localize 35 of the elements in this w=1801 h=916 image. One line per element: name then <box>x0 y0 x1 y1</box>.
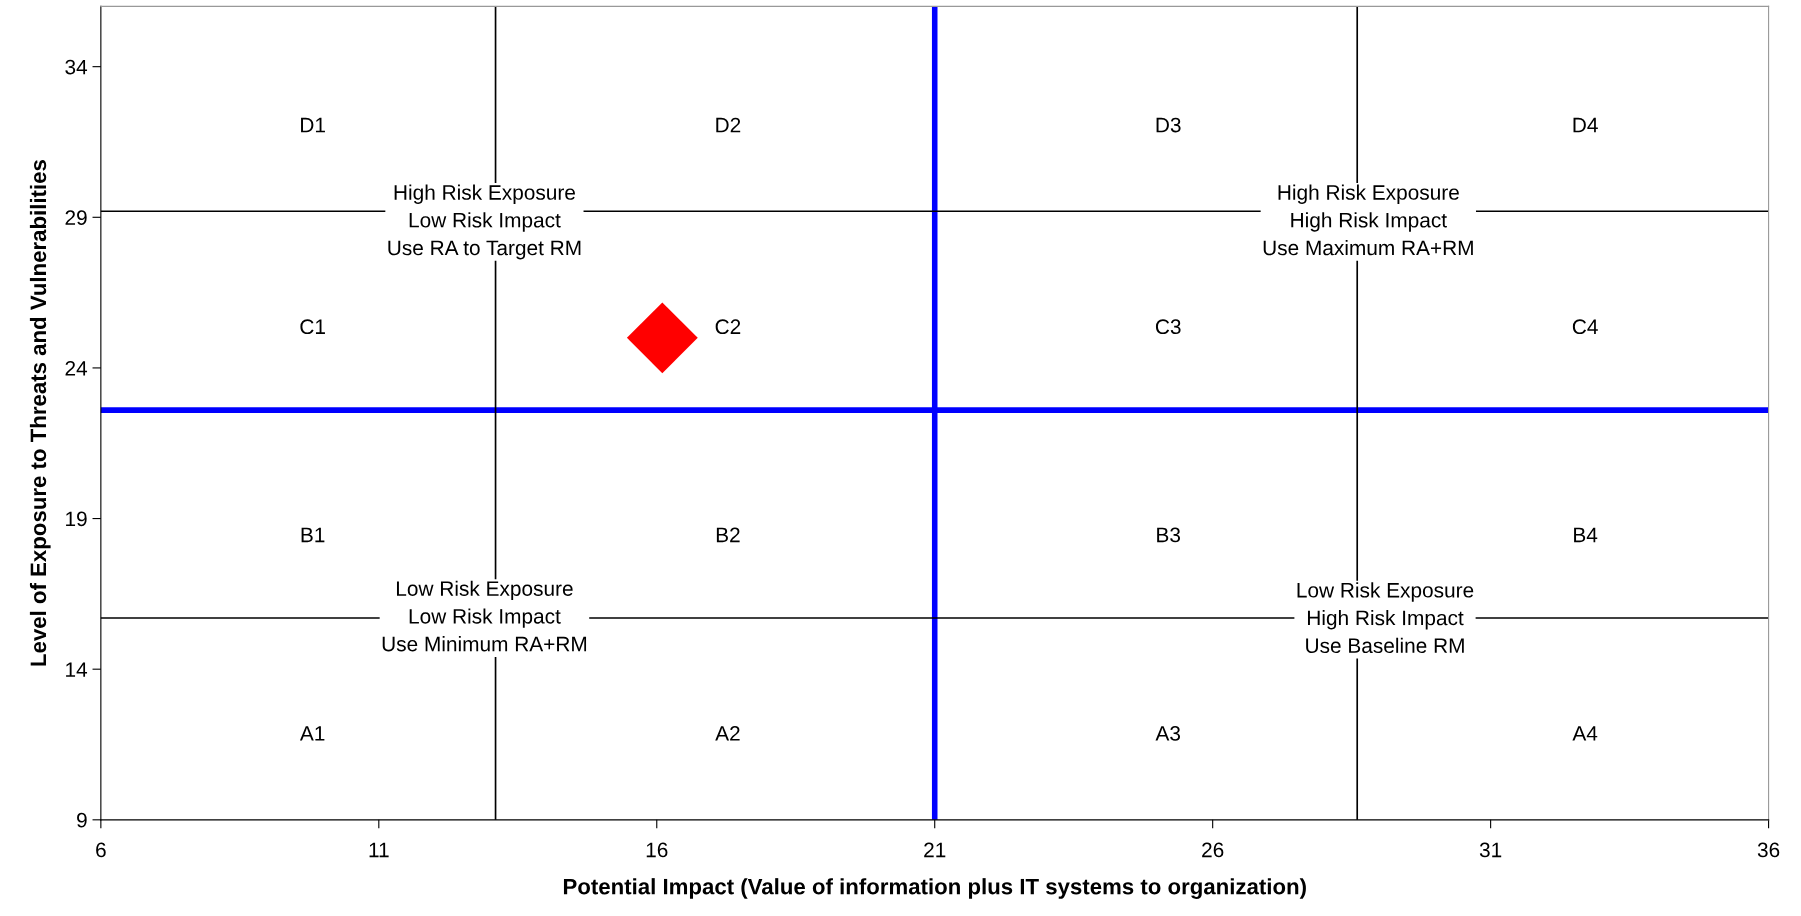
annotation: A1 <box>299 726 325 741</box>
annotation: C3 <box>1155 319 1181 335</box>
y-axis-title: Level of Exposure to Threats and Vulnerabilities <box>29 160 51 666</box>
x-tick-label: 6 <box>96 842 106 858</box>
x-tick-label: 16 <box>646 842 668 858</box>
y-tick-label: 34 <box>65 59 88 75</box>
annotation: C1 <box>300 319 325 335</box>
annotation: D1 <box>301 117 325 133</box>
annotation: D2 <box>716 117 741 133</box>
x-tick-label: 21 <box>924 842 946 858</box>
annotation: B2 <box>716 527 740 543</box>
annotation: A4 <box>1572 726 1598 741</box>
y-tick-label: 24 <box>65 360 88 376</box>
annotation: A3 <box>1155 726 1181 741</box>
annotation: High Risk Exposure Low Risk Impact Use RA to Target RM <box>388 184 581 260</box>
annotation: A2 <box>715 726 740 741</box>
annotation: High Risk Exposure High Risk Impact Use Maximum RA+RM <box>1263 184 1473 256</box>
x-tick-label: 36 <box>1757 842 1780 858</box>
annotation: B1 <box>301 527 325 543</box>
x-tick-label: 11 <box>369 842 389 858</box>
annotation: D3 <box>1156 117 1181 133</box>
annotation: C2 <box>715 319 741 335</box>
y-tick-label: 19 <box>66 511 87 527</box>
annotation: B4 <box>1574 527 1598 543</box>
annotation: D4 <box>1573 117 1598 133</box>
y-tick-label: 9 <box>77 812 87 828</box>
y-tick-label: 14 <box>66 662 88 677</box>
x-tick-label: 31 <box>1479 842 1502 858</box>
y-tick-label: 29 <box>65 210 87 226</box>
annotation: Low Risk Exposure High Risk Impact Use Baseline RM <box>1297 582 1474 654</box>
x-tick-label: 26 <box>1202 842 1224 858</box>
annotation: Low Risk Exposure Low Risk Impact Use Minimum RA+RM <box>382 580 587 652</box>
annotation: C4 <box>1572 319 1598 335</box>
x-axis-title: Potential Impact (Value of information plus IT systems to organization) <box>563 878 1306 899</box>
annotation: B3 <box>1157 527 1181 543</box>
